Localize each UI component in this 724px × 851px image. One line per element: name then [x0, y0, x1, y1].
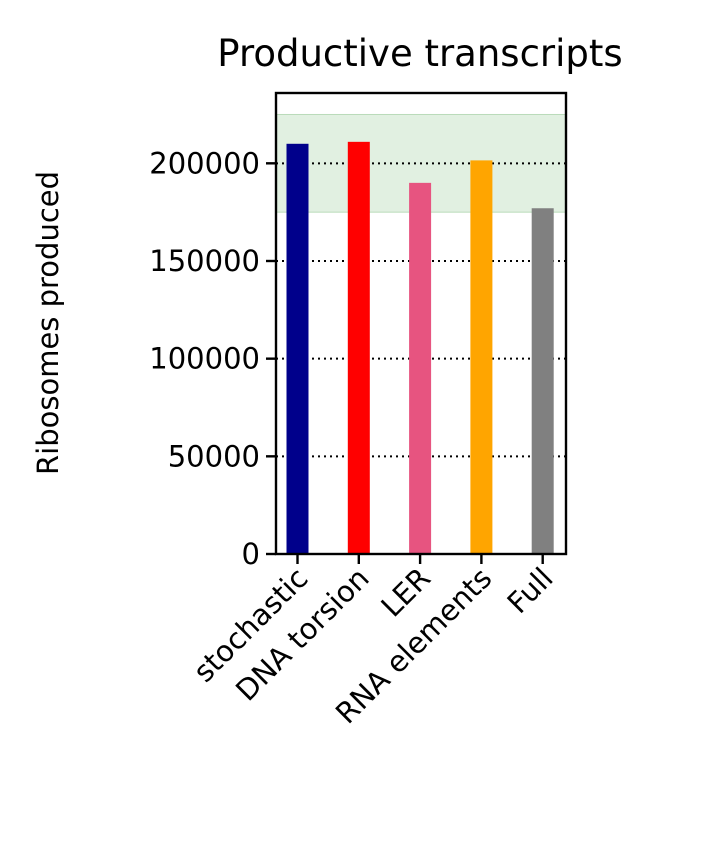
- y-ticks: 0 50000 100000 150000 200000: [149, 146, 276, 571]
- x-tick-label: Full: [501, 561, 560, 620]
- y-tick-label: 100000: [149, 342, 260, 376]
- chart-title: Productive transcripts: [217, 32, 622, 75]
- y-tick-label: 50000: [168, 439, 260, 473]
- y-tick-label: 0: [242, 537, 260, 571]
- y-tick-label: 200000: [149, 146, 260, 180]
- bar-rna-elements: [470, 160, 493, 554]
- bar-stochastic: [286, 143, 309, 554]
- y-axis-label: Ribosomes produced: [31, 171, 65, 475]
- bars: [286, 141, 554, 554]
- bar-dna-torsion: [347, 141, 370, 554]
- y-tick-label: 150000: [149, 244, 260, 278]
- bar-full: [531, 208, 554, 554]
- bar-ler: [409, 182, 432, 554]
